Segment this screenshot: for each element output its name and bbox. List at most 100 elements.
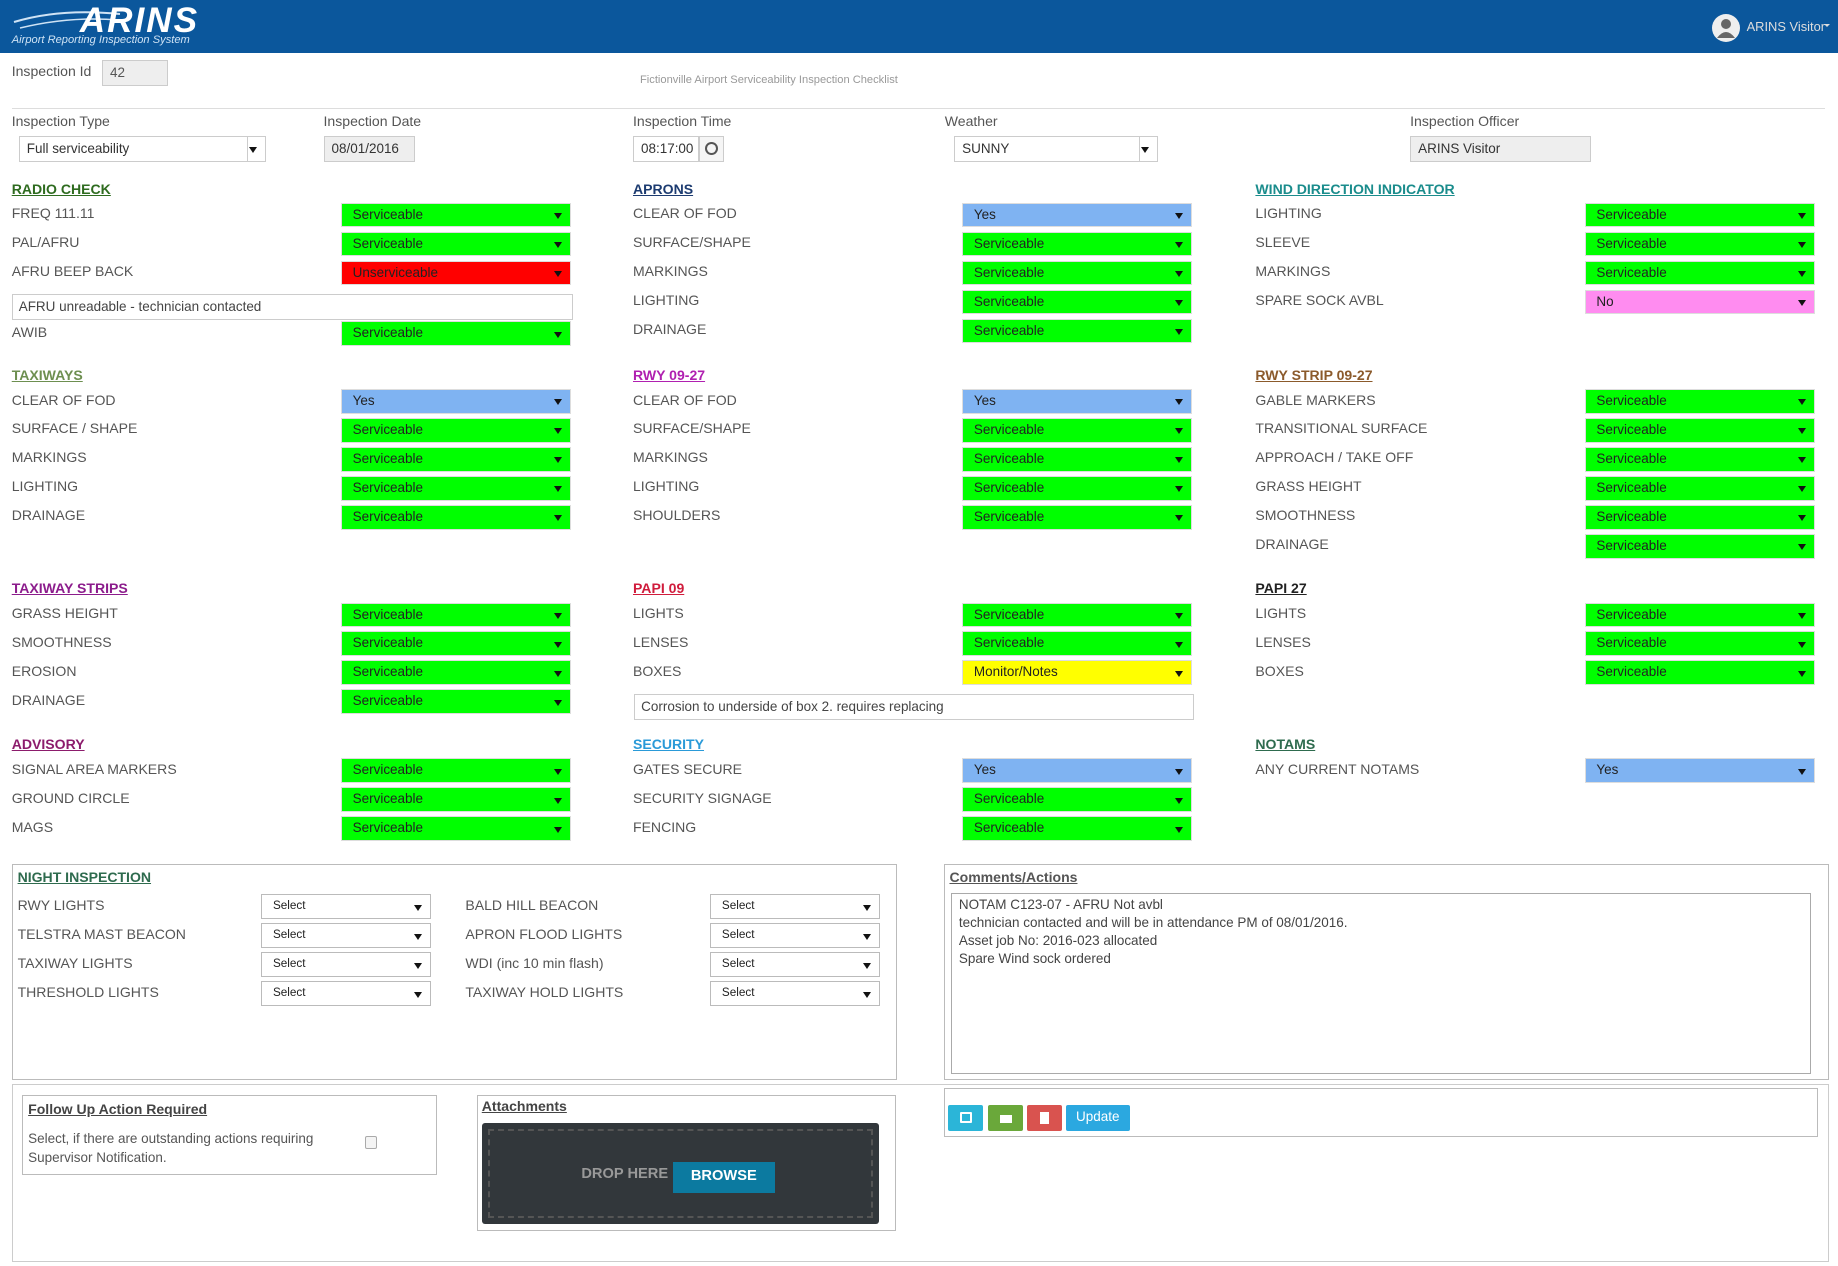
item-label: LIGHTING xyxy=(632,478,700,495)
actions-panel xyxy=(943,1087,1819,1137)
status-dropdown[interactable]: Serviceable xyxy=(962,602,1193,628)
status-dropdown[interactable]: Serviceable xyxy=(1584,602,1815,628)
status-dropdown[interactable]: Serviceable xyxy=(962,631,1193,657)
print-button[interactable] xyxy=(948,1105,984,1132)
item-label: MARKINGS xyxy=(1255,263,1331,280)
status-dropdown[interactable]: Serviceable xyxy=(341,504,571,530)
time-addon[interactable] xyxy=(698,135,725,162)
night-panel xyxy=(11,863,897,1080)
status-dropdown[interactable]: Serviceable xyxy=(1584,631,1815,657)
user-avatar-body xyxy=(1717,32,1735,38)
browse-button[interactable]: BROWSE xyxy=(672,1161,775,1194)
dropdown-caret xyxy=(1175,270,1184,277)
field-input[interactable]: 08:17:00 xyxy=(632,135,699,162)
night-label: APRON FLOOD LIGHTS xyxy=(465,925,623,942)
status-dropdown[interactable]: Serviceable xyxy=(341,202,571,228)
field-label: Inspection Type xyxy=(11,112,110,129)
status-dropdown[interactable]: Serviceable xyxy=(962,447,1193,472)
night-select[interactable]: Select xyxy=(261,923,432,948)
night-select[interactable]: Select xyxy=(261,894,432,919)
status-dropdown[interactable]: Serviceable xyxy=(962,318,1193,344)
status-dropdown[interactable]: Serviceable xyxy=(1584,476,1815,501)
status-dropdown[interactable]: Serviceable xyxy=(962,260,1193,286)
item-label: APPROACH / TAKE OFF xyxy=(1255,449,1414,466)
status-dropdown[interactable]: Serviceable xyxy=(341,660,571,686)
dropdown-caret xyxy=(1175,428,1184,435)
home-button[interactable] xyxy=(988,1105,1024,1132)
status-dropdown[interactable]: Serviceable xyxy=(962,476,1193,501)
field-input[interactable]: SUNNY xyxy=(954,135,1159,162)
dropdown-caret xyxy=(553,641,562,648)
night-select[interactable]: Select xyxy=(261,952,432,977)
status-dropdown[interactable]: Serviceable xyxy=(341,602,571,628)
status-dropdown[interactable]: Serviceable xyxy=(341,418,571,443)
field-input[interactable]: Full serviceability xyxy=(18,135,267,162)
status-dropdown[interactable]: Monitor/Notes xyxy=(962,660,1193,686)
item-label: CLEAR OF FOD xyxy=(632,391,737,408)
status-dropdown[interactable]: Serviceable xyxy=(341,631,571,657)
status-dropdown[interactable]: Serviceable xyxy=(1584,533,1815,559)
status-dropdown[interactable]: Serviceable xyxy=(1584,202,1815,228)
status-dropdown[interactable]: Serviceable xyxy=(341,758,571,784)
status-dropdown[interactable]: Serviceable xyxy=(341,787,571,812)
dropdown-caret xyxy=(1175,515,1184,522)
status-dropdown[interactable]: Serviceable xyxy=(341,447,571,472)
status-dropdown[interactable]: Yes xyxy=(962,389,1193,414)
dropdown-caret xyxy=(1175,399,1184,406)
dropdown-caret xyxy=(1797,515,1806,522)
status-dropdown[interactable]: Serviceable xyxy=(341,231,571,257)
night-select[interactable]: Select xyxy=(710,894,881,919)
status-dropdown[interactable]: Serviceable xyxy=(962,289,1193,315)
status-dropdown[interactable]: Unserviceable xyxy=(341,260,571,286)
night-select[interactable]: Select xyxy=(261,981,432,1006)
status-dropdown[interactable]: No xyxy=(1584,289,1815,315)
dropdown-caret xyxy=(1797,299,1806,306)
section-title: WIND DIRECTION INDICATOR xyxy=(1255,180,1455,197)
status-dropdown[interactable]: Serviceable xyxy=(962,787,1193,812)
field-label: Inspection Officer xyxy=(1410,112,1520,129)
status-dropdown[interactable]: Serviceable xyxy=(1584,260,1815,286)
select-arrow-box xyxy=(247,135,266,162)
night-select[interactable]: Select xyxy=(710,952,881,977)
note-input[interactable]: AFRU unreadable - technician contacted xyxy=(11,294,574,321)
status-dropdown[interactable]: Yes xyxy=(962,758,1193,784)
follow-up-checkbox[interactable] xyxy=(364,1135,378,1149)
note-input[interactable]: Corrosion to underside of box 2. require… xyxy=(634,694,1195,720)
dropdown-caret xyxy=(1797,457,1806,464)
drop-zone-border xyxy=(487,1128,874,1218)
status-dropdown[interactable]: Serviceable xyxy=(962,418,1193,443)
status-dropdown[interactable]: Serviceable xyxy=(341,321,571,346)
dropdown-caret xyxy=(553,428,562,435)
update-button[interactable]: Update xyxy=(1065,1105,1130,1132)
status-dropdown[interactable]: Yes xyxy=(341,389,571,414)
delete-button[interactable] xyxy=(1026,1105,1062,1132)
logo-tagline: Airport Reporting Inspection System xyxy=(11,33,190,46)
item-label: GATES SECURE xyxy=(632,760,742,777)
status-dropdown[interactable]: Serviceable xyxy=(1584,418,1815,443)
comments-textarea[interactable] xyxy=(950,893,1812,1074)
status-dropdown[interactable]: Serviceable xyxy=(1584,660,1815,686)
dropdown-caret xyxy=(553,515,562,522)
status-dropdown[interactable]: Serviceable xyxy=(962,231,1193,257)
status-dropdown[interactable]: Serviceable xyxy=(1584,447,1815,472)
status-dropdown[interactable]: Serviceable xyxy=(341,476,571,501)
status-dropdown[interactable]: Yes xyxy=(962,202,1193,228)
dropdown-caret xyxy=(553,486,562,493)
status-dropdown[interactable]: Serviceable xyxy=(341,689,571,714)
item-label: SPARE SOCK AVBL xyxy=(1255,291,1384,308)
status-dropdown[interactable]: Serviceable xyxy=(341,816,571,841)
night-select[interactable]: Select xyxy=(710,981,881,1006)
status-dropdown[interactable]: Yes xyxy=(1584,758,1815,784)
status-dropdown[interactable]: Serviceable xyxy=(962,504,1193,530)
dropdown-caret xyxy=(1797,270,1806,277)
night-select[interactable]: Select xyxy=(710,923,881,948)
status-dropdown[interactable]: Serviceable xyxy=(1584,504,1815,530)
dropdown-caret xyxy=(863,991,872,998)
dropdown-caret xyxy=(1175,670,1184,677)
item-label: DRAINAGE xyxy=(11,507,86,524)
status-dropdown[interactable]: Serviceable xyxy=(962,816,1193,841)
user-name[interactable]: ARINS Visitor xyxy=(1746,18,1826,34)
status-dropdown[interactable]: Serviceable xyxy=(1584,231,1815,257)
status-dropdown[interactable]: Serviceable xyxy=(1584,389,1815,414)
